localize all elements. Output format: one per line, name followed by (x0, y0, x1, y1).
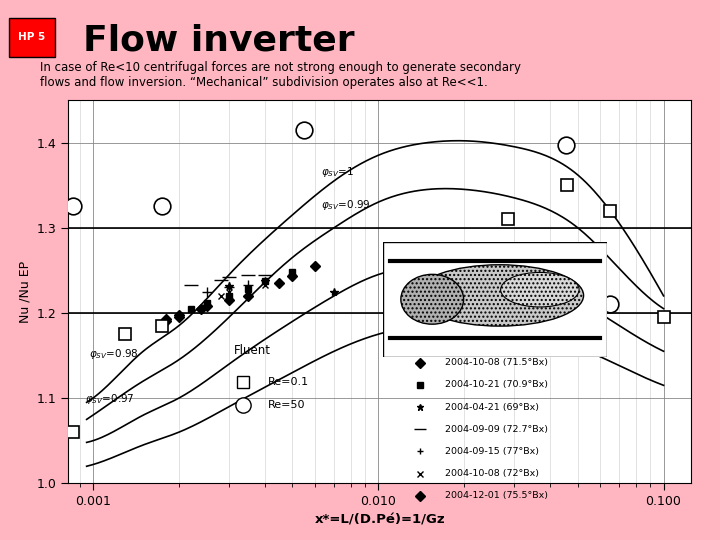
Text: In case of Re<10 centrifugal forces are not strong enough to generate secondary: In case of Re<10 centrifugal forces are … (40, 61, 521, 74)
Text: $\varphi_{SV}$=0.99: $\varphi_{SV}$=0.99 (321, 198, 371, 212)
Text: 2004-09-09 (72.7°Bx): 2004-09-09 (72.7°Bx) (445, 425, 548, 434)
Text: Fluent: Fluent (233, 344, 271, 357)
Text: 2004-10-08 (71.5°Bx): 2004-10-08 (71.5°Bx) (445, 358, 548, 367)
Text: $\varphi_{SV}$=1: $\varphi_{SV}$=1 (321, 165, 354, 179)
Y-axis label: Nu /Nu EP: Nu /Nu EP (18, 260, 31, 323)
Text: Re=50: Re=50 (268, 400, 305, 410)
Text: 2004-12-01 (75.5°Bx): 2004-12-01 (75.5°Bx) (445, 491, 548, 501)
Text: Re=0.1: Re=0.1 (268, 377, 309, 387)
Text: HP 5: HP 5 (18, 32, 45, 42)
Text: flows and flow inversion. “Mechanical” subdivision operates also at Re<<1.: flows and flow inversion. “Mechanical” s… (40, 76, 487, 89)
Text: $\varphi_{SV}$=0.98: $\varphi_{SV}$=0.98 (89, 347, 139, 361)
Text: 2004-04-21 (69°Bx): 2004-04-21 (69°Bx) (445, 402, 539, 411)
Text: $\varphi_{SV}$=0.97: $\varphi_{SV}$=0.97 (86, 393, 135, 407)
Text: 2004-10-21 (70.9°Bx): 2004-10-21 (70.9°Bx) (445, 380, 548, 389)
Text: 2004-09-15 (77°Bx): 2004-09-15 (77°Bx) (445, 447, 539, 456)
Text: 2004-10-08 (72°Bx): 2004-10-08 (72°Bx) (445, 469, 539, 478)
Text: Flow inverter: Flow inverter (83, 24, 354, 57)
X-axis label: x*=L/(D.Pé)=1/Gz: x*=L/(D.Pé)=1/Gz (315, 514, 445, 526)
